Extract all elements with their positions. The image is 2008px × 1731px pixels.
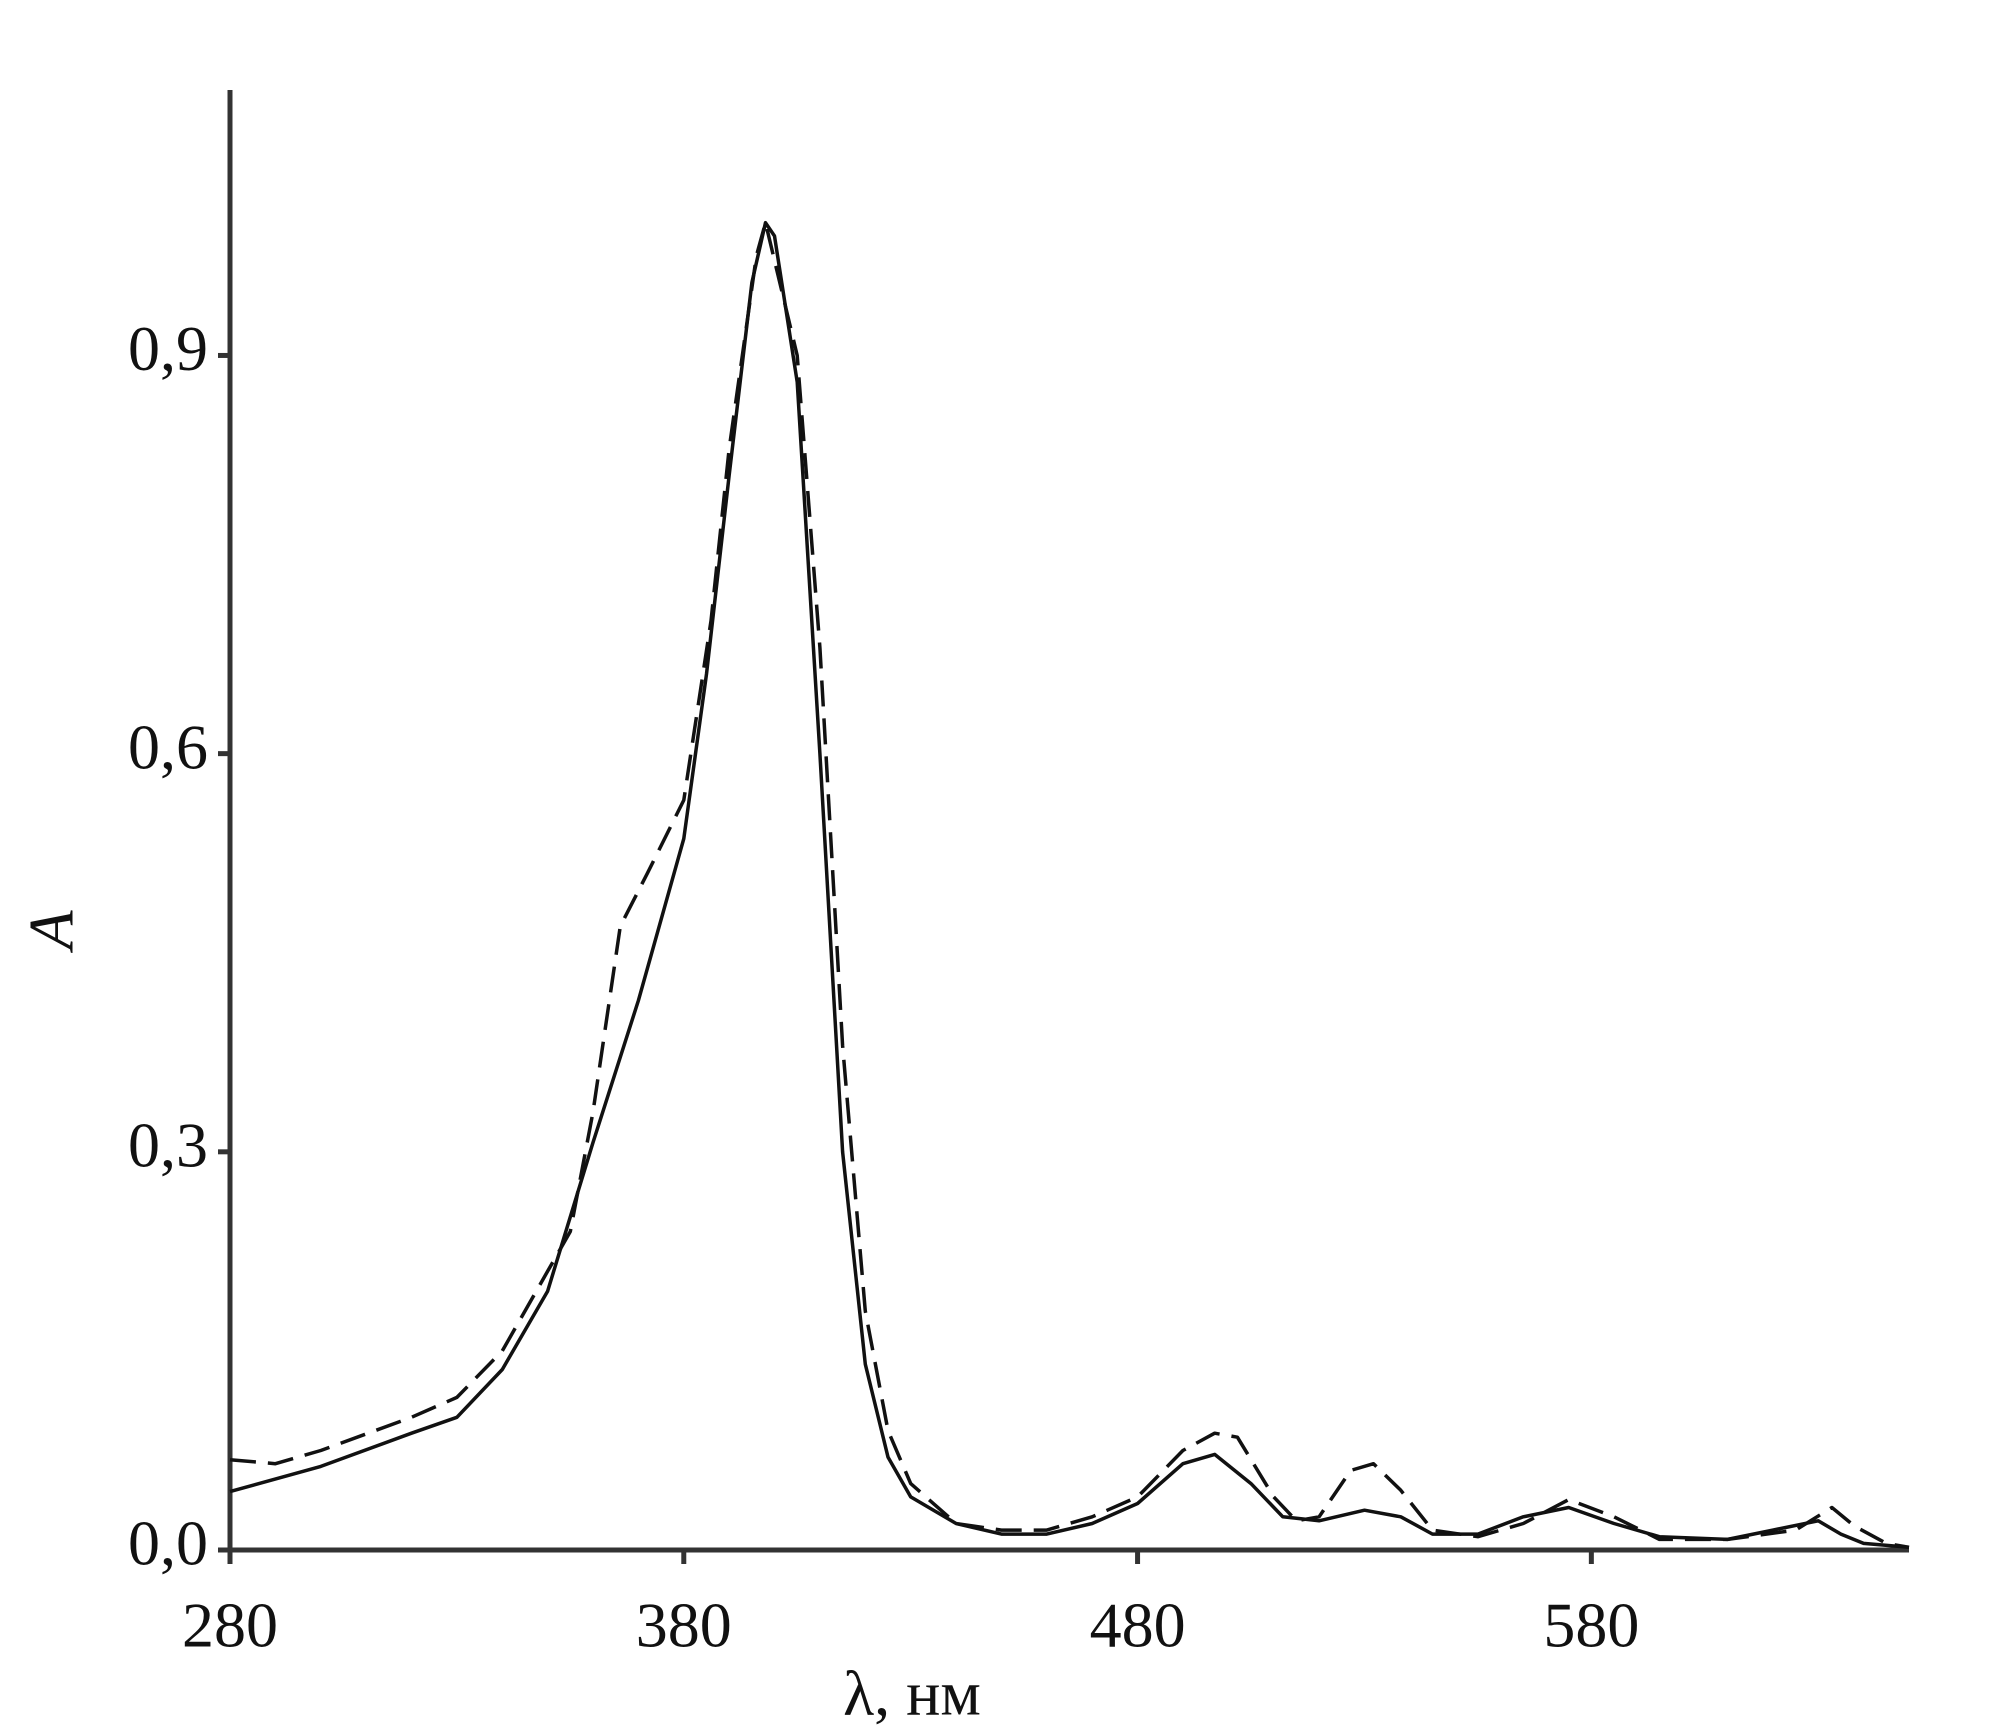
line-series bbox=[229, 220, 1910, 1550]
y-axis-label: A bbox=[16, 910, 87, 954]
x-axis-label: λ, нм bbox=[843, 1658, 981, 1729]
y-tick-label: 0,3 bbox=[128, 1110, 208, 1181]
x-tick-label: 580 bbox=[1543, 1590, 1639, 1661]
x-tick-label: 380 bbox=[636, 1590, 732, 1661]
x-tick-label: 280 bbox=[182, 1590, 278, 1661]
x-tick-label: 480 bbox=[1090, 1590, 1186, 1661]
y-tick-label: 0,0 bbox=[128, 1508, 208, 1579]
line-series bbox=[229, 220, 1910, 1550]
y-tick-label: 0,6 bbox=[128, 711, 208, 782]
y-tick-label: 0,9 bbox=[128, 313, 208, 384]
